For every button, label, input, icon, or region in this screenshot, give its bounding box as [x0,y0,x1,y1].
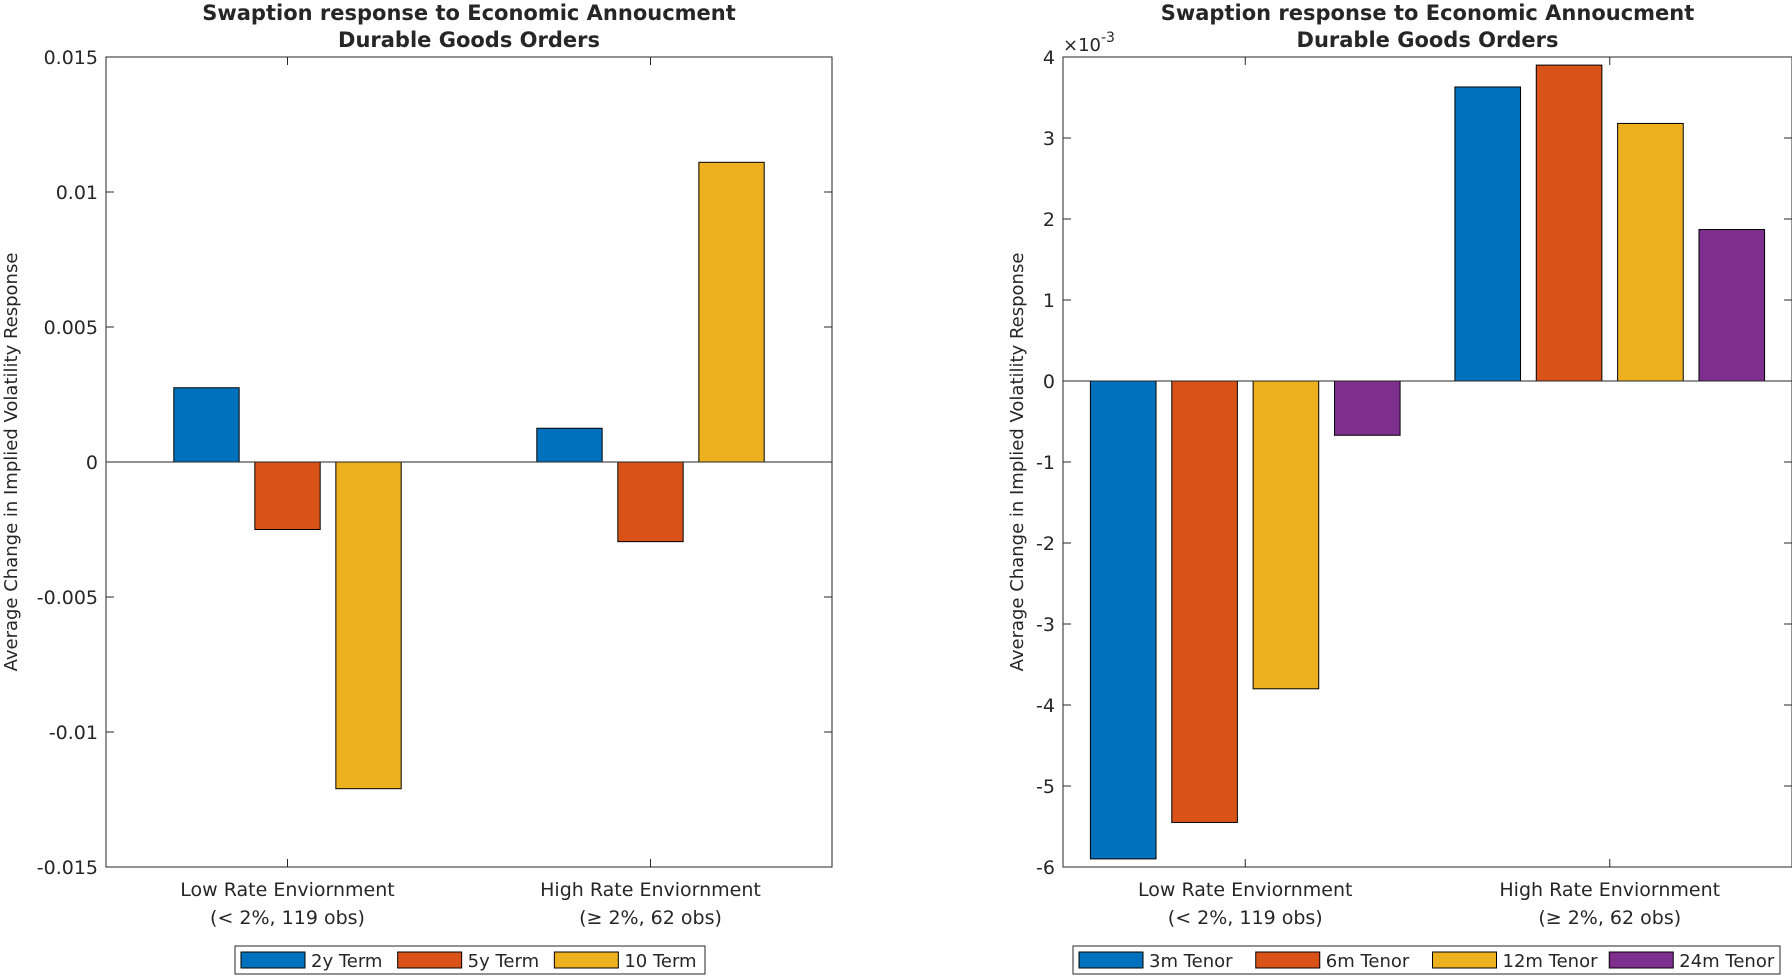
y-tick-label: 3 [1043,128,1055,150]
legend-swatch [553,951,619,969]
y-exponent-base: ×10 [1063,35,1101,56]
y-tick-label: -5 [1036,776,1055,798]
y-tick-label: -4 [1036,695,1055,717]
x-category-label: Low Rate Enviornment [180,879,394,901]
legend-swatch [1078,951,1144,969]
y-exponent-power: -3 [1101,30,1115,46]
y-tick-label: 4 [1043,47,1055,69]
bar-3m-tenor-cat-0 [1089,380,1157,860]
bar-6m-tenor-cat-0 [1171,380,1238,823]
bar-2y-term-cat-1 [536,427,603,463]
x-category-sublabel: (< 2%, 119 obs) [210,907,365,929]
y-tick-label: 0 [1043,371,1055,393]
y-tick-label: -0.01 [49,722,98,744]
y-tick-label: -0.005 [37,587,98,609]
y-tick-label: 0 [86,452,98,474]
x-category-label: High Rate Enviornment [540,879,761,901]
legend-swatch [1608,951,1674,969]
bar-2y-term-cat-0 [173,387,240,463]
legend-box [1072,945,1781,975]
legend-entry-label: 6m Tenor [1326,951,1410,972]
legend: 2y Term 5y Term 10 Term [234,945,706,975]
legend-entry-label: 12m Tenor [1503,951,1599,972]
legend-entry-label: 5y Term [468,951,539,972]
x-category-sublabel: (≥ 2%, 62 obs) [1538,907,1681,929]
bar-12m-tenor-cat-1 [1617,122,1684,382]
bar-5y-term-cat-0 [254,461,321,530]
chart-subtitle: Durable Goods Orders [338,28,600,52]
y-tick-label: -6 [1036,857,1055,879]
legend-entry-label: 2y Term [311,951,382,972]
bar-24m-tenor-cat-0 [1333,380,1401,436]
y-tick-label: -2 [1036,533,1055,555]
legend: 3m Tenor 6m Tenor 12m Tenor 24m Tenor [1072,945,1781,975]
x-category-sublabel: (< 2%, 119 obs) [1168,907,1323,929]
bar-5y-term-cat-1 [617,461,684,543]
x-category-sublabel: (≥ 2%, 62 obs) [579,907,722,929]
y-tick-label: 2 [1043,209,1055,231]
legend-box [234,945,706,975]
chart-subtitle: Durable Goods Orders [1297,28,1559,52]
y-tick-label: 0.015 [44,47,98,69]
chart-right: Swaption response to Economic Annoucment… [1007,1,1792,975]
y-tick-label: 0.005 [44,317,98,339]
chart-title: Swaption response to Economic Annoucment [1161,1,1695,25]
bar-10-term-cat-0 [335,461,402,790]
legend-swatch [1432,951,1497,969]
bar-12m-tenor-cat-0 [1252,380,1320,690]
legend-entry-label: 10 Term [624,951,696,972]
bar-3m-tenor-cat-1 [1454,86,1522,382]
chart-left: Swaption response to Economic Annoucment… [1,1,833,975]
legend-swatch [1255,951,1321,969]
bar-10-term-cat-1 [698,161,765,463]
y-tick-label: -3 [1036,614,1055,636]
y-axis-label: Average Change in Implied Volatility Res… [1007,253,1028,672]
bar-24m-tenor-cat-1 [1698,229,1766,382]
legend-swatch [240,951,306,969]
x-category-label: High Rate Enviornment [1499,879,1720,901]
y-tick-label: 0.01 [56,182,98,204]
legend-entry-label: 24m Tenor [1679,951,1775,972]
legend-swatch [397,951,463,969]
chart-title: Swaption response to Economic Annoucment [202,1,736,25]
x-category-label: Low Rate Enviornment [1138,879,1352,901]
y-exponent-label: ×10-3 [1063,30,1115,56]
y-tick-label: 1 [1043,290,1055,312]
legend-entry-label: 3m Tenor [1149,951,1233,972]
y-tick-label: -1 [1036,452,1055,474]
y-tick-label: -0.015 [37,857,98,879]
y-axis-label: Average Change in Implied Volatility Res… [1,253,22,672]
bar-6m-tenor-cat-1 [1535,64,1603,382]
